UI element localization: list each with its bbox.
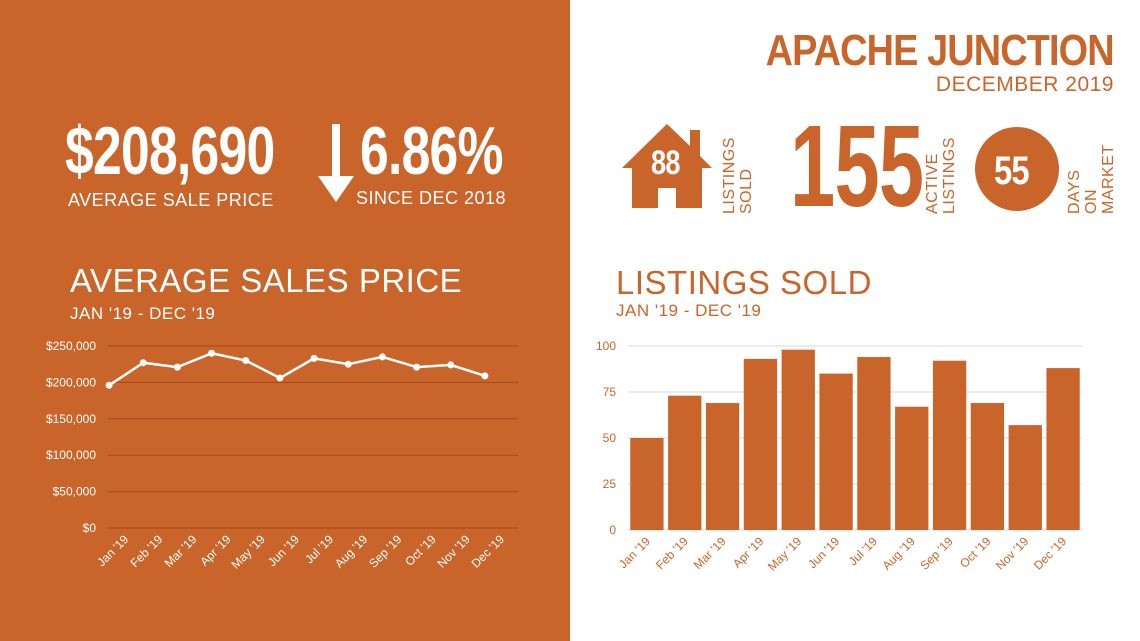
x-tick-label: Jul '19: [846, 534, 880, 568]
listings-sold-bar-chart: 0 25 50 75 100 Jan '19 Feb '19 Mar '19 Apr '19Ma…: [596, 339, 1082, 574]
active-value: 155: [790, 101, 924, 231]
y-tick-label: $100,000: [46, 448, 96, 462]
y-tick-label: 50: [603, 431, 617, 445]
sold-bar: [743, 358, 778, 530]
x-tick-label: Jan '19: [616, 534, 653, 571]
y-tick-label: $0: [83, 521, 97, 535]
y-tick-label: $250,000: [46, 339, 96, 353]
avg-price-line-chart: $0 $50,000 $100,000 $150,000 $200,000 $250,00…: [46, 339, 518, 572]
y-tick-label: $150,000: [46, 412, 96, 426]
y-tick-label: 75: [603, 385, 617, 399]
right-panel: [570, 0, 1140, 641]
x-tick-label: Dec '19: [469, 532, 508, 571]
x-tick-label: Oct '19: [402, 532, 439, 569]
price-point: [208, 349, 216, 357]
y-tick-label: 100: [596, 339, 616, 353]
sold-bar: [1046, 368, 1080, 530]
price-point: [242, 357, 250, 365]
dom-label: DAYS ON MARKET: [1066, 140, 1117, 214]
left-panel: [0, 0, 570, 641]
price-point: [173, 363, 181, 371]
price-point: [139, 359, 147, 367]
price-point: [344, 360, 352, 368]
x-tick-label: Jun '19: [805, 534, 842, 571]
x-tick-label: May '19: [765, 534, 805, 574]
active-label-line1: ACTIVE: [924, 153, 941, 214]
sold-bar: [630, 438, 664, 530]
sold-chart-subtitle: JAN '19 - DEC '19: [616, 301, 762, 320]
period-subtitle: DECEMBER 2019: [935, 73, 1114, 96]
house-icon: [622, 124, 712, 208]
x-tick-label: Jun '19: [265, 532, 302, 569]
price-point: [105, 381, 113, 389]
dom-value: 55: [994, 149, 1030, 193]
sold-bar: [857, 357, 891, 530]
sold-label: LISTINGS SOLD: [721, 137, 755, 214]
active-label: ACTIVE LISTINGS: [924, 137, 958, 214]
x-tick-label: Mar '19: [162, 532, 200, 570]
sold-value: 88: [651, 144, 680, 182]
sold-bar: [895, 406, 929, 530]
y-tick-label: $200,000: [46, 375, 96, 389]
sold-label-line2: SOLD: [738, 168, 755, 214]
arrow-down-icon: [318, 124, 354, 202]
sold-chart-title: LISTINGS SOLD: [616, 264, 872, 301]
price-point: [378, 353, 386, 361]
x-tick-label: Feb '19: [653, 534, 691, 572]
x-tick-label: Aug '19: [879, 534, 918, 573]
price-point: [481, 372, 489, 380]
sold-bar: [819, 373, 853, 530]
y-tick-label: 25: [603, 477, 617, 491]
x-tick-label: Dec '19: [1031, 534, 1070, 573]
x-tick-label: Nov '19: [993, 534, 1032, 573]
active-label-line2: LISTINGS: [941, 137, 958, 214]
y-tick-label: 0: [609, 523, 616, 537]
x-tick-label: Aug '19: [332, 532, 371, 571]
sold-bar: [668, 395, 702, 530]
price-chart-title: AVERAGE SALES PRICE: [70, 262, 463, 299]
price-point: [413, 363, 421, 371]
price-chart-subtitle: JAN '19 - DEC '19: [70, 304, 216, 323]
dom-circle: [975, 127, 1059, 211]
change-label: SINCE DEC 2018: [356, 188, 507, 208]
sold-label-line1: LISTINGS: [721, 137, 738, 214]
change-value: 6.86%: [360, 113, 503, 189]
price-line: [108, 352, 486, 387]
avg-price-label: AVERAGE SALE PRICE: [68, 190, 274, 210]
x-tick-label: Nov '19: [434, 532, 473, 571]
x-tick-label: Jan '19: [94, 532, 131, 569]
price-point: [447, 361, 455, 369]
price-point: [276, 374, 284, 382]
sold-bar: [970, 403, 1005, 530]
sold-bar: [932, 360, 967, 530]
price-point: [310, 354, 318, 362]
sold-bar: [1008, 425, 1042, 530]
y-tick-label: $50,000: [53, 485, 97, 499]
x-tick-label: Apr '19: [730, 534, 767, 571]
x-tick-label: Oct '19: [957, 534, 994, 571]
sold-bar: [781, 349, 815, 530]
dom-label-line2: MARKET: [1100, 144, 1117, 214]
x-tick-label: Sep '19: [917, 534, 956, 573]
x-tick-label: Mar '19: [691, 534, 729, 572]
sold-bar: [705, 403, 740, 530]
x-tick-label: Apr '19: [197, 532, 234, 569]
x-tick-label: Sep '19: [366, 532, 405, 571]
x-tick-label: Feb '19: [127, 532, 165, 570]
dom-label-line1: DAYS ON: [1066, 169, 1100, 214]
avg-price-value: $208,690: [65, 113, 275, 189]
city-title: APACHE JUNCTION: [765, 26, 1115, 75]
x-tick-label: May '19: [229, 532, 269, 572]
